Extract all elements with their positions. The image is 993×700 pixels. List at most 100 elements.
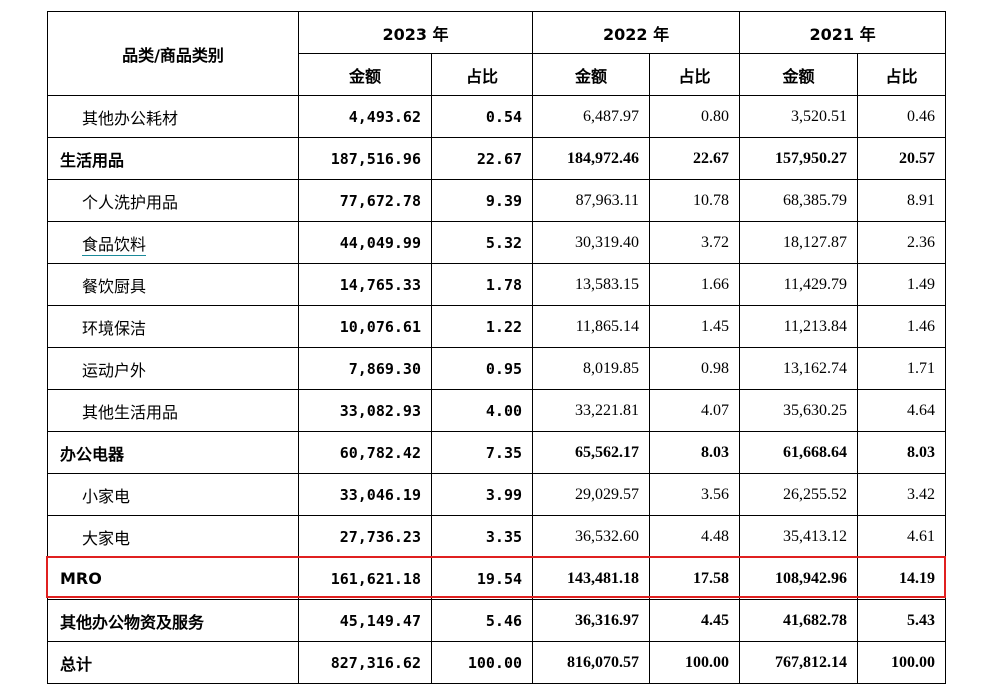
ratio-2023-cell: 0.54 — [430, 95, 534, 138]
category-cell: 总计 — [47, 641, 299, 684]
ratio-2023-cell: 3.99 — [430, 473, 534, 516]
table-row: 生活用品 187,516.96 22.67 184,972.46 22.67 157,95… — [47, 137, 947, 180]
amount-2022-cell: 6,487.97 — [532, 95, 651, 138]
amount-2023-cell: 45,149.47 — [298, 599, 432, 642]
category-name: 大家电 — [82, 528, 131, 548]
ratio-2021-cell: 14.19 — [857, 557, 947, 600]
ratio-2022-cell: 1.45 — [649, 305, 741, 348]
amount-2021-cell: 157,950.27 — [739, 137, 859, 180]
amount-2021-cell: 35,413.12 — [739, 515, 859, 558]
ratio-2021-cell: 1.71 — [857, 347, 947, 390]
table-row: 环境保洁 10,076.61 1.22 11,865.14 1.45 11,213.84 1… — [47, 305, 947, 348]
category-name: 其他办公物资及服务 — [60, 612, 205, 632]
amount-2022-cell: 65,562.17 — [532, 431, 651, 474]
ratio-2023-cell: 1.22 — [430, 305, 534, 348]
category-name: 总计 — [60, 654, 93, 674]
amount-2022-cell: 184,972.46 — [532, 137, 651, 180]
category-cell: 其他办公耗材 — [47, 95, 299, 138]
category-cell: 个人洗护用品 — [47, 179, 299, 222]
ratio-2022-cell: 100.00 — [649, 641, 741, 684]
category-header: 品类/商品类别 — [47, 11, 299, 96]
amount-2023-cell: 827,316.62 — [298, 641, 432, 684]
ratio-2021-cell: 100.00 — [857, 641, 947, 684]
category-name: 生活用品 — [60, 150, 125, 170]
category-name: 餐饮厨具 — [82, 276, 147, 296]
amount-2023-cell: 10,076.61 — [298, 305, 432, 348]
amount-2021-cell: 41,682.78 — [739, 599, 859, 642]
amount-2021-cell: 108,942.96 — [739, 557, 859, 600]
ratio-2022-cell: 8.03 — [649, 431, 741, 474]
amount-2022-cell: 87,963.11 — [532, 179, 651, 222]
amount-2021-cell: 11,213.84 — [739, 305, 859, 348]
ratio-2023-cell: 5.32 — [430, 221, 534, 264]
amount-2023-cell: 14,765.33 — [298, 263, 432, 306]
category-cell: 其他办公物资及服务 — [47, 599, 299, 642]
amount-2021-cell: 26,255.52 — [739, 473, 859, 516]
category-name: 食品饮料 — [82, 234, 147, 256]
ratio-2021-cell: 4.64 — [857, 389, 947, 432]
category-cell: 办公电器 — [47, 431, 299, 474]
year-header-2021: 2021 年 — [739, 11, 947, 54]
ratio-2022-cell: 4.07 — [649, 389, 741, 432]
amount-2022-cell: 8,019.85 — [532, 347, 651, 390]
ratio-2023-cell: 19.54 — [430, 557, 534, 600]
amount-header-2021: 金额 — [739, 53, 859, 96]
amount-2023-cell: 7,869.30 — [298, 347, 432, 390]
ratio-2022-cell: 3.56 — [649, 473, 741, 516]
amount-2022-cell: 30,319.40 — [532, 221, 651, 264]
ratio-2023-cell: 3.35 — [430, 515, 534, 558]
year-header-2023: 2023 年 — [297, 11, 534, 54]
ratio-2021-cell: 1.46 — [857, 305, 947, 348]
ratio-2023-cell: 5.46 — [430, 599, 534, 642]
amount-2021-cell: 13,162.74 — [739, 347, 859, 390]
category-cell: 生活用品 — [47, 137, 299, 180]
category-cell: 食品饮料 — [47, 221, 299, 264]
ratio-2022-cell: 10.78 — [649, 179, 741, 222]
ratio-header-2021: 占比 — [857, 53, 947, 96]
amount-header-2022: 金额 — [532, 53, 651, 96]
table-row: 大家电 27,736.23 3.35 36,532.60 4.48 35,413.12 4.… — [47, 515, 947, 558]
ratio-2023-cell: 1.78 — [430, 263, 534, 306]
amount-2021-cell: 767,812.14 — [739, 641, 859, 684]
category-name: 其他生活用品 — [82, 402, 179, 422]
category-cell: 其他生活用品 — [47, 389, 299, 432]
ratio-2021-cell: 8.91 — [857, 179, 947, 222]
header-row-years: 品类/商品类别 2023 年 2022 年 2021 年 — [47, 11, 947, 96]
amount-2022-cell: 36,316.97 — [532, 599, 651, 642]
category-table-container: 品类/商品类别 2023 年 2022 年 2021 年 金额 占比 金额 占比… — [47, 11, 947, 684]
table-row: 运动户外 7,869.30 0.95 8,019.85 0.98 13,162.74 1.7… — [47, 347, 947, 390]
category-cell: 环境保洁 — [47, 305, 299, 348]
table-row: 其他生活用品 33,082.93 4.00 33,221.81 4.07 35,630.2… — [47, 389, 947, 432]
ratio-2021-cell: 20.57 — [857, 137, 947, 180]
table-row: 其他办公耗材 4,493.62 0.54 6,487.97 0.80 3,520.51 0.… — [47, 95, 947, 138]
category-name: 运动户外 — [82, 360, 147, 380]
amount-2023-cell: 161,621.18 — [298, 557, 432, 600]
amount-2023-cell: 60,782.42 — [298, 431, 432, 474]
amount-2022-cell: 29,029.57 — [532, 473, 651, 516]
ratio-2023-cell: 22.67 — [430, 137, 534, 180]
ratio-2021-cell: 8.03 — [857, 431, 947, 474]
header-row-metrics: 金额 占比 金额 占比 金额 占比 — [48, 53, 947, 96]
amount-2023-cell: 27,736.23 — [298, 515, 432, 558]
category-name: 小家电 — [82, 486, 131, 506]
amount-2022-cell: 816,070.57 — [532, 641, 651, 684]
category-name: 其他办公耗材 — [82, 108, 179, 128]
ratio-2023-cell: 4.00 — [430, 389, 534, 432]
amount-2023-cell: 4,493.62 — [298, 95, 432, 138]
ratio-2022-cell: 1.66 — [649, 263, 741, 306]
table-row: 总计 827,316.62 100.00 816,070.57 100.00 767,81… — [47, 641, 947, 684]
ratio-2022-cell: 17.58 — [649, 557, 741, 600]
table-row: 小家电 33,046.19 3.99 29,029.57 3.56 26,255.52 3.… — [47, 473, 947, 516]
category-revenue-table: 品类/商品类别 2023 年 2022 年 2021 年 金额 占比 金额 占比… — [47, 11, 947, 684]
amount-2022-cell: 13,583.15 — [532, 263, 651, 306]
category-name: MRO — [60, 569, 102, 588]
ratio-2022-cell: 0.98 — [649, 347, 741, 390]
amount-2023-cell: 187,516.96 — [298, 137, 432, 180]
ratio-2022-cell: 4.48 — [649, 515, 741, 558]
ratio-2023-cell: 7.35 — [430, 431, 534, 474]
year-header-2022: 2022 年 — [532, 11, 741, 54]
ratio-2021-cell: 1.49 — [857, 263, 947, 306]
table-row: 餐饮厨具 14,765.33 1.78 13,583.15 1.66 11,429.79 1… — [47, 263, 947, 306]
amount-2023-cell: 77,672.78 — [298, 179, 432, 222]
ratio-2023-cell: 100.00 — [430, 641, 534, 684]
